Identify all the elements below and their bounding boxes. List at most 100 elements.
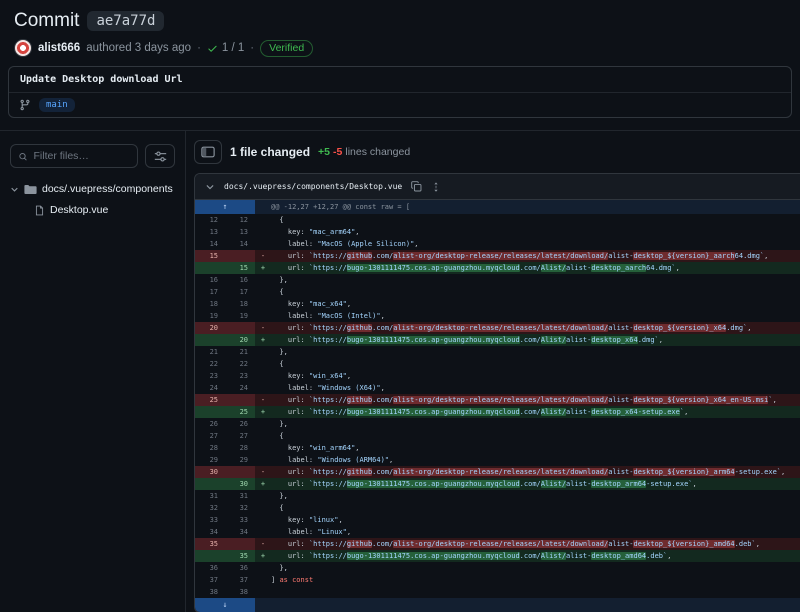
new-line-number[interactable]: 29: [225, 454, 255, 466]
old-line-number[interactable]: 15: [195, 250, 225, 262]
old-line-number[interactable]: 18: [195, 298, 225, 310]
copy-path-button[interactable]: [411, 181, 422, 192]
new-line-number[interactable]: 34: [225, 526, 255, 538]
old-line-number[interactable]: 34: [195, 526, 225, 538]
old-line-number[interactable]: 20: [195, 322, 225, 334]
new-line-number[interactable]: 21: [225, 346, 255, 358]
new-line-number[interactable]: [225, 538, 255, 550]
filter-files-field[interactable]: [33, 150, 130, 162]
new-line-number[interactable]: 15: [225, 262, 255, 274]
old-line-number[interactable]: [195, 262, 225, 274]
old-line-number[interactable]: 23: [195, 370, 225, 382]
new-line-number[interactable]: 36: [225, 562, 255, 574]
new-line-number[interactable]: 32: [225, 502, 255, 514]
old-line-number[interactable]: 36: [195, 562, 225, 574]
old-line-number[interactable]: [195, 334, 225, 346]
old-line-number[interactable]: 32: [195, 502, 225, 514]
diff-line: 1616 },: [195, 274, 800, 286]
new-line-number[interactable]: 17: [225, 286, 255, 298]
new-line-number[interactable]: 30: [225, 478, 255, 490]
file-options-button[interactable]: [431, 182, 441, 192]
old-line-number[interactable]: 37: [195, 574, 225, 586]
new-line-number[interactable]: 28: [225, 442, 255, 454]
expand-down-button[interactable]: ↓: [195, 598, 255, 612]
old-line-number[interactable]: [195, 550, 225, 562]
code-content: label: "Windows (X64)",: [271, 382, 800, 394]
avatar[interactable]: [14, 39, 32, 57]
old-line-number[interactable]: 35: [195, 538, 225, 550]
old-line-number[interactable]: 22: [195, 358, 225, 370]
old-line-number[interactable]: 25: [195, 394, 225, 406]
old-line-number[interactable]: 21: [195, 346, 225, 358]
new-line-number[interactable]: [225, 466, 255, 478]
file-path[interactable]: docs/.vuepress/components/Desktop.vue: [224, 182, 402, 191]
diff-line: 2222 {: [195, 358, 800, 370]
old-line-number[interactable]: 33: [195, 514, 225, 526]
old-line-number[interactable]: 30: [195, 466, 225, 478]
new-line-number[interactable]: 13: [225, 226, 255, 238]
diff-line: 2727 {: [195, 430, 800, 442]
new-line-number[interactable]: 23: [225, 370, 255, 382]
new-line-number[interactable]: 12: [225, 214, 255, 226]
commit-message-box: Update Desktop download Url main: [8, 66, 792, 118]
new-line-number[interactable]: 16: [225, 274, 255, 286]
author-name[interactable]: alist666: [38, 42, 80, 54]
diff-line: 2323 key: "win_x64",: [195, 370, 800, 382]
diff-line: 20+ url: `https://bugo-1301111475.cos.ap…: [195, 334, 800, 346]
expand-up-button[interactable]: ↑: [195, 200, 255, 214]
new-line-number[interactable]: 20: [225, 334, 255, 346]
old-line-number[interactable]: 19: [195, 310, 225, 322]
tree-file-row[interactable]: Desktop.vue: [10, 202, 175, 218]
verified-badge[interactable]: Verified: [260, 40, 313, 57]
commit-header: Commit ae7a77d alist666 authored 3 days …: [0, 0, 800, 118]
branch-badge[interactable]: main: [39, 98, 75, 112]
new-line-number[interactable]: 27: [225, 430, 255, 442]
old-line-number[interactable]: 31: [195, 490, 225, 502]
new-line-number[interactable]: 22: [225, 358, 255, 370]
old-line-number[interactable]: [195, 478, 225, 490]
new-line-number[interactable]: 24: [225, 382, 255, 394]
commit-sha-badge: ae7a77d: [87, 11, 164, 31]
new-line-number[interactable]: 33: [225, 514, 255, 526]
old-line-number[interactable]: 16: [195, 274, 225, 286]
old-line-number[interactable]: 38: [195, 586, 225, 598]
old-line-number[interactable]: 27: [195, 430, 225, 442]
new-line-number[interactable]: 26: [225, 418, 255, 430]
code-content: key: "mac_x64",: [271, 298, 800, 310]
tree-folder-row[interactable]: docs/.vuepress/components: [10, 181, 175, 197]
old-line-number[interactable]: 29: [195, 454, 225, 466]
new-line-number[interactable]: 31: [225, 490, 255, 502]
code-content: url: `https://bugo-1301111475.cos.ap-gua…: [271, 550, 800, 562]
filter-files-input[interactable]: [10, 144, 138, 168]
diff-line: 35- url: `https://github.com/alist-org/d…: [195, 538, 800, 550]
diff-marker: [255, 274, 271, 286]
check-icon: [207, 43, 218, 54]
new-line-number[interactable]: 38: [225, 586, 255, 598]
new-line-number[interactable]: [225, 322, 255, 334]
new-line-number[interactable]: 19: [225, 310, 255, 322]
old-line-number[interactable]: 13: [195, 226, 225, 238]
collapse-file-button[interactable]: [205, 182, 215, 192]
diff-marker: +: [255, 262, 271, 274]
new-line-number[interactable]: 35: [225, 550, 255, 562]
old-line-number[interactable]: 28: [195, 442, 225, 454]
old-line-number[interactable]: 14: [195, 238, 225, 250]
new-line-number[interactable]: [225, 250, 255, 262]
old-line-number[interactable]: [195, 406, 225, 418]
diff-marker: [255, 382, 271, 394]
old-line-number[interactable]: 26: [195, 418, 225, 430]
new-line-number[interactable]: [225, 394, 255, 406]
sidebar-toggle-icon: [201, 145, 215, 159]
old-line-number[interactable]: 24: [195, 382, 225, 394]
old-line-number[interactable]: 17: [195, 286, 225, 298]
new-line-number[interactable]: 25: [225, 406, 255, 418]
sidebar-toggle-button[interactable]: [194, 140, 222, 164]
file-diff-card: docs/.vuepress/components/Desktop.vue ↑ …: [194, 173, 800, 612]
old-line-number[interactable]: 12: [195, 214, 225, 226]
checks-status[interactable]: 1 / 1: [207, 42, 244, 54]
new-line-number[interactable]: 18: [225, 298, 255, 310]
new-line-number[interactable]: 37: [225, 574, 255, 586]
tree-options-button[interactable]: [145, 144, 175, 168]
new-line-number[interactable]: 14: [225, 238, 255, 250]
code-content: },: [271, 274, 800, 286]
